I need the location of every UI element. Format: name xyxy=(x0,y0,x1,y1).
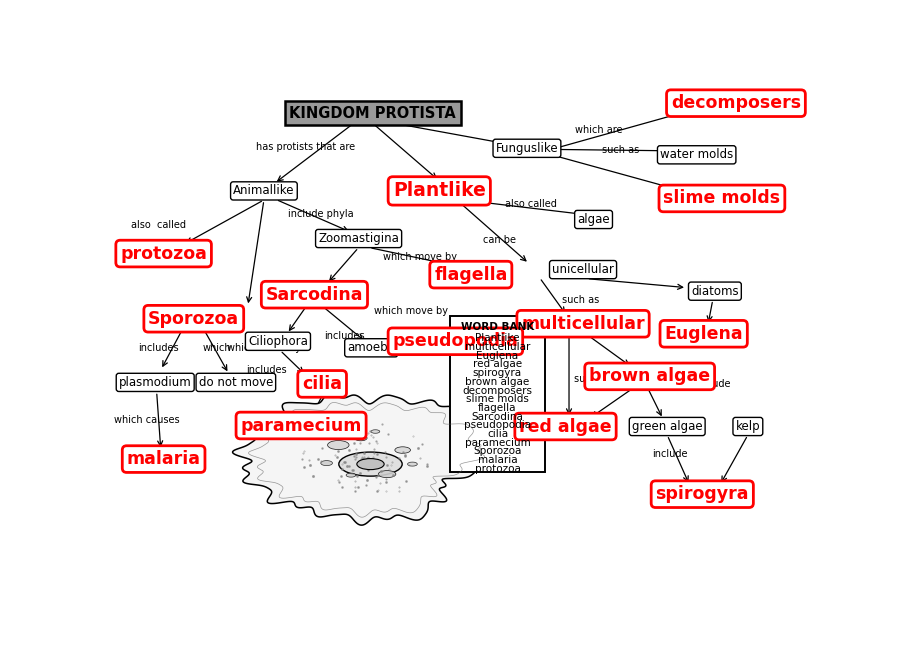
Text: protozoa: protozoa xyxy=(120,245,207,262)
Text: also  called: also called xyxy=(131,221,186,230)
Text: cilia: cilia xyxy=(302,375,342,393)
Text: Plantlike: Plantlike xyxy=(393,182,486,201)
Text: which move by: which move by xyxy=(374,306,448,316)
Text: Euglena: Euglena xyxy=(664,325,743,343)
Ellipse shape xyxy=(357,458,384,469)
Text: water molds: water molds xyxy=(660,148,733,161)
Text: red algae: red algae xyxy=(473,359,522,369)
Ellipse shape xyxy=(395,447,411,453)
Text: Sporozoa: Sporozoa xyxy=(473,447,521,456)
Text: paramecium: paramecium xyxy=(464,437,530,448)
Text: red algae: red algae xyxy=(519,417,612,436)
Text: decomposers: decomposers xyxy=(671,94,801,112)
Text: Sporozoa: Sporozoa xyxy=(148,310,239,327)
Text: Sarcodina: Sarcodina xyxy=(266,286,363,303)
Text: kelp: kelp xyxy=(736,420,760,433)
Text: has protists that are: has protists that are xyxy=(256,143,356,152)
Text: spirogyra: spirogyra xyxy=(655,485,749,503)
Text: which causes: which causes xyxy=(114,415,179,425)
Text: which move by: which move by xyxy=(227,343,301,353)
Text: such as: such as xyxy=(575,374,612,384)
Text: diatoms: diatoms xyxy=(691,284,738,298)
Text: plasmodium: plasmodium xyxy=(119,376,192,389)
Text: protozoa: protozoa xyxy=(474,464,520,474)
Text: pseudopodia: pseudopodia xyxy=(464,421,531,430)
Ellipse shape xyxy=(320,461,332,465)
Text: flagella: flagella xyxy=(434,266,508,284)
Text: cilia: cilia xyxy=(487,429,508,439)
Text: Sarcodina: Sarcodina xyxy=(472,411,523,422)
Text: include: include xyxy=(653,449,688,459)
Text: KINGDOM PROTISTA: KINGDOM PROTISTA xyxy=(290,105,456,120)
Ellipse shape xyxy=(371,430,380,434)
Text: includes: includes xyxy=(138,343,179,353)
Polygon shape xyxy=(233,395,500,525)
Text: multicellular: multicellular xyxy=(465,342,530,352)
Text: include: include xyxy=(695,379,730,389)
Text: Euglena: Euglena xyxy=(476,351,519,361)
Text: which move by: which move by xyxy=(384,251,457,262)
Text: pseudopodia: pseudopodia xyxy=(393,332,519,350)
Text: brown algae: brown algae xyxy=(465,377,529,387)
Text: multicellular: multicellular xyxy=(521,314,645,333)
Text: Plantlike: Plantlike xyxy=(475,333,519,343)
Ellipse shape xyxy=(338,452,402,476)
Text: Funguslike: Funguslike xyxy=(496,142,558,155)
Text: which: which xyxy=(203,343,232,353)
Text: algae: algae xyxy=(577,213,610,226)
Text: such as: such as xyxy=(602,145,639,156)
Text: also called: also called xyxy=(505,199,557,210)
Text: decomposers: decomposers xyxy=(462,385,532,396)
Text: green algae: green algae xyxy=(632,420,702,433)
Text: Zoomastigina: Zoomastigina xyxy=(319,232,399,245)
Text: malaria: malaria xyxy=(127,450,201,468)
Text: such as: such as xyxy=(562,295,599,305)
Ellipse shape xyxy=(407,462,417,466)
FancyBboxPatch shape xyxy=(450,316,545,471)
Ellipse shape xyxy=(328,441,349,450)
Text: brown algae: brown algae xyxy=(589,367,710,385)
Text: unicellular: unicellular xyxy=(552,263,614,276)
Ellipse shape xyxy=(346,473,356,477)
Text: flagella: flagella xyxy=(478,403,517,413)
Text: paramecium: paramecium xyxy=(241,417,362,434)
Text: includes: includes xyxy=(246,365,286,376)
Text: WORD BANK: WORD BANK xyxy=(461,322,534,332)
Ellipse shape xyxy=(378,471,395,478)
Text: Ciliophora: Ciliophora xyxy=(248,335,308,348)
Text: include phyla: include phyla xyxy=(288,210,354,219)
Text: slime molds: slime molds xyxy=(466,395,529,404)
Text: do not move: do not move xyxy=(199,376,273,389)
Text: includes: includes xyxy=(324,331,365,341)
Text: Animallike: Animallike xyxy=(233,184,295,197)
Text: amoeba: amoeba xyxy=(348,341,395,354)
Ellipse shape xyxy=(355,436,367,441)
Text: can be: can be xyxy=(483,234,516,245)
Text: malaria: malaria xyxy=(478,455,518,465)
Text: which are: which are xyxy=(576,125,623,135)
Text: spirogyra: spirogyra xyxy=(473,368,522,378)
Text: slime molds: slime molds xyxy=(663,189,780,208)
